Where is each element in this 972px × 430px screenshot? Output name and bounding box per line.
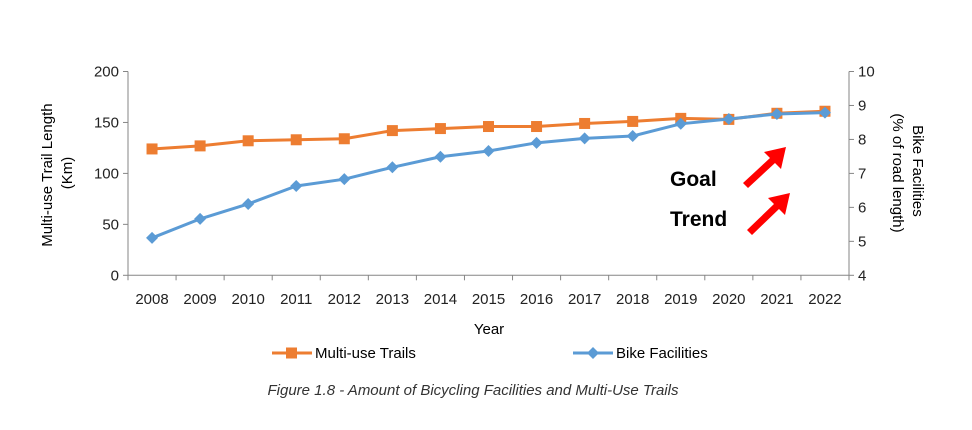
x-tick-label: 2015	[472, 291, 505, 308]
x-axis-label: Year	[474, 321, 504, 338]
y-right-tick-label: 5	[858, 233, 866, 250]
axes: 0 50 100 150 200 4 5 6 7 8 9 10 2008 2009 2010 2011 2012…	[94, 64, 875, 309]
trend-arrow-icon	[747, 193, 790, 235]
data-point-bike	[530, 136, 543, 149]
x-tick-label: 2010	[231, 291, 264, 308]
annotation-goal: Goal	[670, 168, 717, 191]
x-tick-label: 2018	[616, 291, 649, 308]
data-point-bike	[722, 113, 735, 126]
data-point-trails	[483, 121, 494, 133]
legend: Multi-use Trails Bike Facilities	[272, 345, 708, 362]
data-point-bike	[770, 107, 783, 120]
x-tick-label: 2016	[520, 291, 553, 308]
data-point-bike	[146, 231, 159, 244]
data-point-bike	[626, 130, 639, 143]
figure-caption: Figure 1.8 - Amount of Bicycling Facilit…	[268, 382, 679, 399]
y-right-tick-label: 10	[858, 64, 875, 81]
x-tick-label: 2009	[183, 291, 216, 308]
x-tick-label: 2021	[760, 291, 793, 308]
data-point-bike	[194, 212, 207, 225]
y-right-tick-label: 4	[858, 267, 866, 284]
data-point-bike	[818, 106, 831, 119]
data-point-bike	[434, 150, 447, 163]
data-point-trails	[434, 123, 446, 135]
y-left-tick-label: 150	[94, 114, 119, 131]
series-layer	[146, 105, 831, 244]
data-point-trails	[338, 133, 350, 145]
y-left-tick-label: 100	[94, 165, 119, 182]
data-point-trails	[242, 135, 254, 147]
data-point-trails	[194, 140, 206, 152]
annotation-trend: Trend	[670, 208, 727, 231]
data-point-bike	[242, 197, 255, 210]
x-tick-label: 2017	[568, 291, 601, 308]
data-point-bike	[338, 173, 351, 186]
x-tick-label: 2008	[135, 291, 168, 308]
legend-marker-bike	[587, 347, 599, 359]
data-point-bike	[386, 161, 399, 174]
y-axis-right-label: Bike Facilities (% of road length)	[889, 113, 926, 232]
y-right-tick-label: 6	[858, 199, 866, 216]
data-point-bike	[674, 117, 687, 130]
goal-arrow-icon	[743, 147, 786, 188]
y-right-tick-label: 8	[858, 131, 866, 148]
x-tick-label: 2014	[424, 291, 457, 308]
data-point-trails	[579, 117, 591, 129]
y-left-tick-label: 50	[102, 216, 119, 233]
x-tick-label: 2020	[712, 291, 745, 308]
data-point-trails	[146, 143, 158, 155]
y-right-tick-label: 7	[858, 165, 866, 182]
legend-label-bike: Bike Facilities	[616, 345, 708, 362]
legend-label-trails: Multi-use Trails	[315, 345, 416, 362]
data-point-trails	[627, 115, 639, 127]
x-tick-label: 2012	[328, 291, 361, 308]
data-point-bike	[290, 179, 303, 192]
data-point-bike	[482, 144, 495, 157]
x-tick-label: 2013	[376, 291, 409, 308]
data-point-trails	[290, 134, 302, 146]
x-tick-label: 2022	[808, 291, 841, 308]
data-point-bike	[578, 132, 591, 145]
y-right-tick-label: 9	[858, 97, 866, 114]
y-left-tick-label: 200	[94, 64, 119, 81]
y-left-tick-label: 0	[111, 267, 119, 284]
y-axis-left-label: Multi-use Trail Length (Km)	[39, 99, 76, 247]
data-point-trails	[531, 121, 543, 133]
legend-marker-trails	[286, 347, 297, 359]
x-tick-label: 2019	[664, 291, 697, 308]
data-point-trails	[386, 125, 398, 137]
x-tick-label: 2011	[280, 291, 312, 308]
